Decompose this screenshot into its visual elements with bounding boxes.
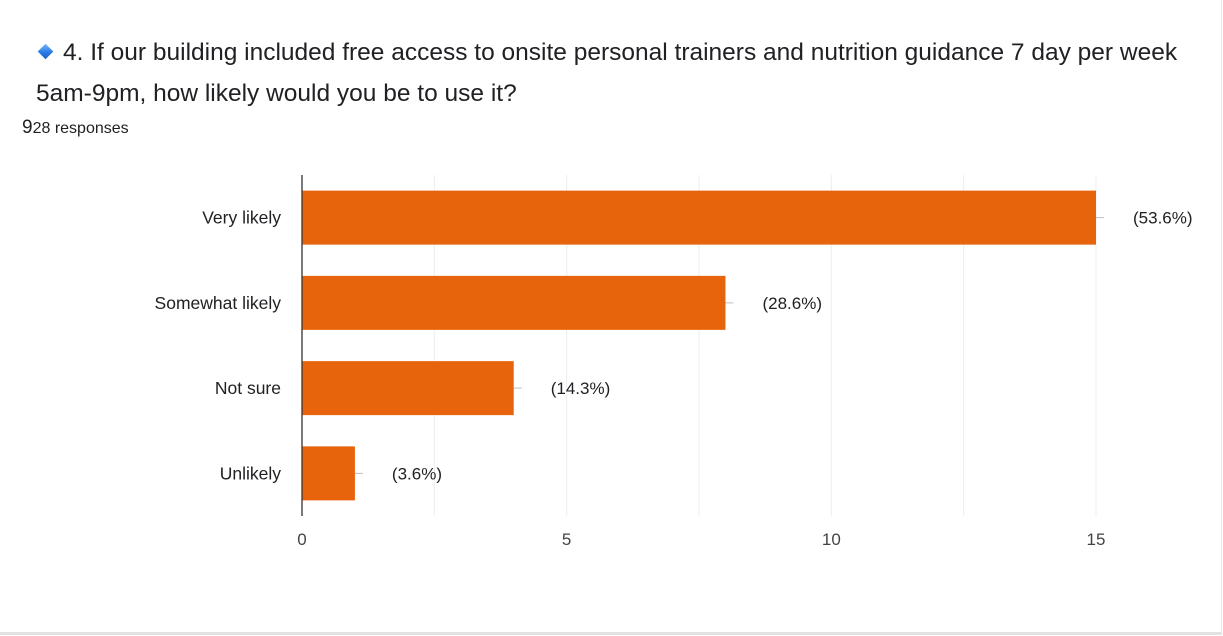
x-tick-label: 0 <box>297 530 306 549</box>
category-label: Not sure <box>215 378 281 398</box>
response-count-first-digit: 9 <box>22 117 33 138</box>
bar-somewhat-likely <box>302 275 726 330</box>
response-count: 928 responses <box>22 117 129 139</box>
bar-not-sure <box>302 361 514 416</box>
data-label: (14.3%) <box>551 379 611 398</box>
x-tick-label: 10 <box>822 530 841 549</box>
x-tick-label: 15 <box>1087 530 1106 549</box>
data-label: (28.6%) <box>762 294 822 313</box>
response-count-text: 28 responses <box>32 120 129 137</box>
category-label: Somewhat likely <box>155 293 282 313</box>
question-text: 4. If our building included free access … <box>36 39 1178 107</box>
bar-very-likely <box>302 190 1096 245</box>
x-tick-label: 5 <box>562 530 571 549</box>
category-label: Very likely <box>202 208 281 228</box>
bar-unlikely <box>302 446 355 501</box>
question-title: 4. If our building included free access … <box>36 32 1211 114</box>
category-label: Unlikely <box>220 463 282 483</box>
data-label: (53.6%) <box>1133 209 1193 228</box>
bar-chart: Very likely (53.6%) Somewhat likely (28.6%)… <box>155 175 1193 549</box>
data-label: (3.6%) <box>392 464 442 483</box>
